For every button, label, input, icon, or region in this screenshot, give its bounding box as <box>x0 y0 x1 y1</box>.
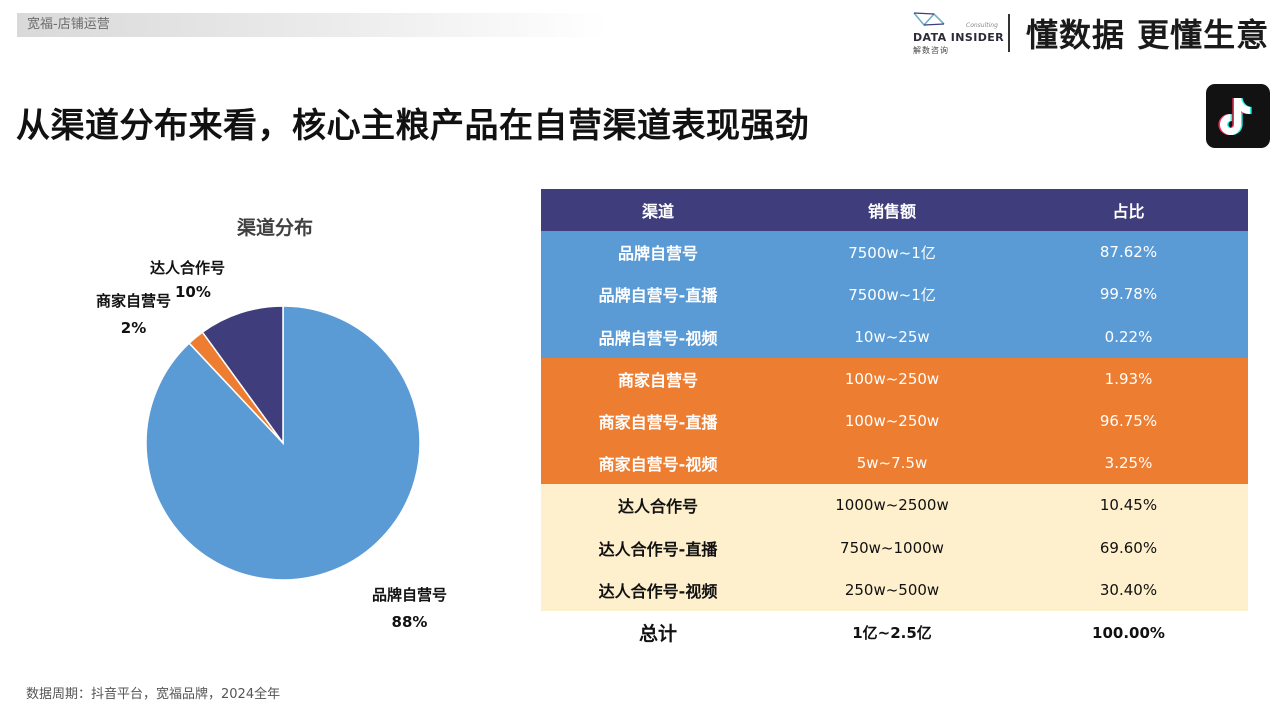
cell-channel: 达人合作号 <box>617 497 698 517</box>
table-row: 品牌自营号 7500w~1亿 87.62% <box>541 231 1248 274</box>
table-row: 商家自营号 100w~250w 1.93% <box>541 357 1248 400</box>
logo-consulting-text: Consulting <box>966 22 998 29</box>
pie-label-brand: 品牌自营号 88% <box>372 584 447 631</box>
cell-sales: 7500w~1亿 <box>848 243 936 262</box>
pie-label-merchant-name: 商家自营号 <box>96 292 172 310</box>
cell-channel: 达人合作号-视频 <box>598 581 718 601</box>
logo-mark-icon <box>913 12 945 27</box>
cell-channel: 品牌自营号 <box>617 244 698 264</box>
page-title: 从渠道分布来看，核心主粮产品在自营渠道表现强劲 <box>16 106 810 146</box>
tiktok-icon <box>1206 84 1270 148</box>
cell-channel: 品牌自营号-视频 <box>598 328 718 348</box>
header-channel: 渠道 <box>641 202 674 222</box>
table-header-row: 渠道 销售额 占比 <box>541 189 1248 232</box>
cell-sales: 100w~250w <box>844 412 940 431</box>
cell-sales: 5w~7.5w <box>856 454 928 473</box>
breadcrumb: 宽福-店铺运营 <box>17 13 607 37</box>
cell-channel: 品牌自营号-直播 <box>598 286 718 306</box>
cell-sales: 100w~250w <box>844 369 940 388</box>
data-period-note: 数据周期：抖音平台，宽福品牌，2024全年 <box>26 687 281 702</box>
logo-name: DATA INSIDER <box>913 31 1005 44</box>
cell-share: 87.62% <box>1099 243 1158 262</box>
pie-chart <box>145 305 421 581</box>
cell-sales: 7500w~1亿 <box>848 285 936 304</box>
table-row: 商家自营号-直播 100w~250w 96.75% <box>541 399 1248 443</box>
cell-channel: 商家自营号 <box>617 370 698 390</box>
pie-label-influencer-name: 达人合作号 <box>150 259 226 277</box>
table-total-row: 总计 1亿~2.5亿 100.00% <box>541 610 1248 655</box>
cell-sales: 1000w~2500w <box>835 496 949 515</box>
table-row: 达人合作号 1000w~2500w 10.45% <box>541 484 1248 527</box>
total-label: 总计 <box>638 623 677 646</box>
logo-chinese-name: 解数咨询 <box>913 46 949 55</box>
cell-share: 99.78% <box>1099 285 1158 304</box>
slogan: 懂数据 更懂生意 <box>1026 16 1270 54</box>
pie-label-brand-name: 品牌自营号 <box>372 586 448 604</box>
cell-share: 96.75% <box>1099 412 1158 431</box>
cell-sales: 250w~500w <box>844 580 940 599</box>
header-share: 占比 <box>1112 202 1145 222</box>
chart-title: 渠道分布 <box>236 217 313 239</box>
cell-share: 10.45% <box>1099 496 1158 515</box>
pie-slice-2 <box>201 305 284 446</box>
pie-label-brand-pct: 88% <box>391 613 428 631</box>
cell-share: 30.40% <box>1099 580 1158 599</box>
cell-channel: 达人合作号-直播 <box>598 539 718 559</box>
header-divider <box>1008 14 1010 52</box>
cell-channel: 商家自营号-直播 <box>598 413 718 433</box>
total-sales: 1亿~2.5亿 <box>852 624 932 643</box>
cell-share: 3.25% <box>1104 454 1153 473</box>
header-sales: 销售额 <box>867 202 916 222</box>
cell-channel: 商家自营号-视频 <box>598 455 718 475</box>
table-row: 达人合作号-视频 250w~500w 30.40% <box>541 568 1248 611</box>
total-share: 100.00% <box>1092 623 1165 642</box>
pie-label-merchant: 商家自营号 2% <box>96 290 171 337</box>
pie-label-merchant-pct: 2% <box>120 319 147 337</box>
table-body: 品牌自营号 7500w~1亿 87.62% 品牌自营号-直播 7500w~1亿 99.78… <box>541 231 1248 611</box>
table-row: 品牌自营号-视频 10w~25w 0.22% <box>541 315 1248 358</box>
channel-table: 渠道 销售额 占比 品牌自营号 7500w~1亿 87.62% 品牌自营号-直播 750… <box>541 189 1248 655</box>
table-row: 品牌自营号-直播 7500w~1亿 99.78% <box>541 273 1248 316</box>
table-row: 达人合作号-直播 750w~1000w 69.60% <box>541 526 1248 569</box>
cell-share: 0.22% <box>1104 327 1153 346</box>
cell-share: 1.93% <box>1104 369 1153 388</box>
cell-share: 69.60% <box>1099 538 1158 557</box>
data-insider-logo: Consulting DATA INSIDER 解数咨询 <box>910 10 1005 56</box>
cell-sales: 750w~1000w <box>840 538 944 557</box>
cell-sales: 10w~25w <box>854 327 930 346</box>
table-row: 商家自营号-视频 5w~7.5w 3.25% <box>541 442 1248 485</box>
pie-label-influencer-pct: 10% <box>175 283 211 301</box>
